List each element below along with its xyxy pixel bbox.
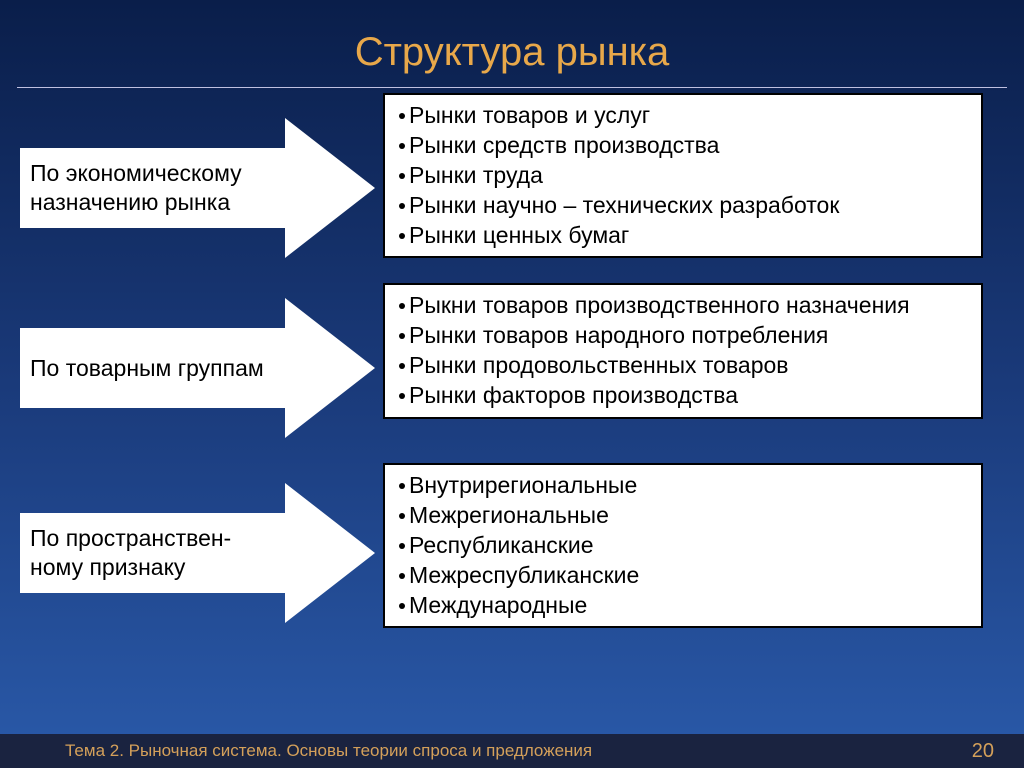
bullet-icon: [399, 233, 405, 239]
bullet-icon: [399, 363, 405, 369]
list-item: Республиканские: [399, 531, 971, 561]
content-area: По экономическому назначению рынка Рынки…: [0, 88, 1024, 688]
item-text: Республиканские: [409, 531, 594, 561]
item-text: Рынки ценных бумаг: [409, 221, 629, 251]
bullet-icon: [399, 333, 405, 339]
item-text: Рынки факторов производства: [409, 381, 738, 411]
item-text: Международные: [409, 591, 587, 621]
list-item: Рынки средств производства: [399, 131, 971, 161]
item-text: Межрегиональные: [409, 501, 609, 531]
list-item: Международные: [399, 591, 971, 621]
list-item: Межреспубликанские: [399, 561, 971, 591]
list-item: Межрегиональные: [399, 501, 971, 531]
item-text: Рынки средств производства: [409, 131, 719, 161]
category-label-2: По пространствен-ному признаку: [30, 524, 275, 582]
list-item: Рынки научно – технических разработок: [399, 191, 971, 221]
detail-box-2: Внутрирегиональные Межрегиональные Респу…: [383, 463, 983, 628]
item-text: Рынки товаров и услуг: [409, 101, 650, 131]
item-text: Рыкни товаров производственного назначен…: [409, 291, 910, 321]
detail-box-1: Рыкни товаров производственного назначен…: [383, 283, 983, 419]
category-arrow-1: По товарным группам: [20, 328, 285, 408]
item-text: Рынки продовольственных товаров: [409, 351, 789, 381]
item-text: Рынки научно – технических разработок: [409, 191, 839, 221]
bullet-icon: [399, 143, 405, 149]
bullet-icon: [399, 203, 405, 209]
bullet-icon: [399, 173, 405, 179]
bullet-icon: [399, 603, 405, 609]
category-arrow-2: По пространствен-ному признаку: [20, 513, 285, 593]
item-text: Рынки труда: [409, 161, 543, 191]
category-label-0: По экономическому назначению рынка: [30, 159, 275, 217]
bullet-icon: [399, 513, 405, 519]
bullet-icon: [399, 113, 405, 119]
detail-box-0: Рынки товаров и услуг Рынки средств прои…: [383, 93, 983, 258]
list-item: Рыкни товаров производственного назначен…: [399, 291, 971, 321]
bullet-icon: [399, 483, 405, 489]
bullet-icon: [399, 543, 405, 549]
footer-bar: Тема 2. Рыночная система. Основы теории …: [0, 734, 1024, 768]
slide-title: Структура рынка: [0, 0, 1024, 87]
bullet-icon: [399, 393, 405, 399]
category-label-1: По товарным группам: [30, 354, 264, 383]
list-item: Рынки ценных бумаг: [399, 221, 971, 251]
bullet-icon: [399, 573, 405, 579]
footer-text: Тема 2. Рыночная система. Основы теории …: [65, 741, 592, 761]
item-text: Внутрирегиональные: [409, 471, 637, 501]
list-item: Рынки продовольственных товаров: [399, 351, 971, 381]
item-text: Межреспубликанские: [409, 561, 639, 591]
list-item: Рынки товаров народного потребления: [399, 321, 971, 351]
list-item: Внутрирегиональные: [399, 471, 971, 501]
footer-page-number: 20: [972, 740, 994, 763]
item-text: Рынки товаров народного потребления: [409, 321, 828, 351]
category-arrow-0: По экономическому назначению рынка: [20, 148, 285, 228]
list-item: Рынки факторов производства: [399, 381, 971, 411]
bullet-icon: [399, 303, 405, 309]
list-item: Рынки труда: [399, 161, 971, 191]
list-item: Рынки товаров и услуг: [399, 101, 971, 131]
